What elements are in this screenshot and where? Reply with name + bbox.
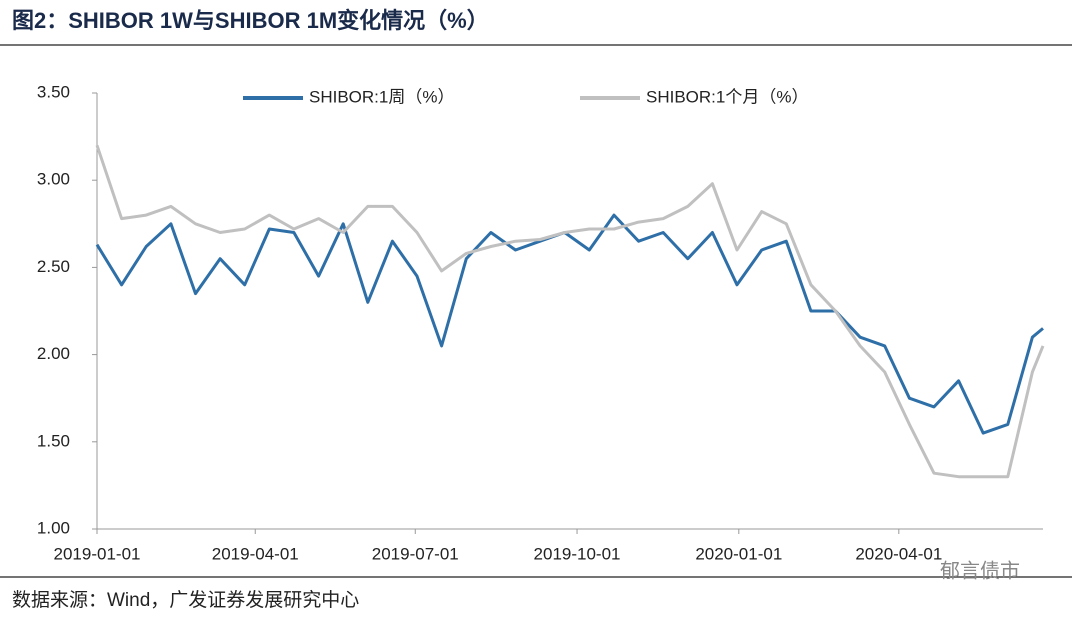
y-tick-label: 1.00 xyxy=(37,518,70,537)
legend-label: SHIBOR:1个月（%） xyxy=(646,87,808,106)
source: 数据来源：Wind，广发证券发展研究中心 xyxy=(12,589,359,611)
series-line xyxy=(95,144,1045,479)
y-tick-label: 2.00 xyxy=(37,344,70,363)
x-tick-label: 2019-04-01 xyxy=(212,544,299,563)
legend-label: SHIBOR:1周（%） xyxy=(309,87,454,106)
y-tick-label: 2.50 xyxy=(37,257,70,276)
x-tick-label: 2020-01-01 xyxy=(695,544,782,563)
y-tick-label: 3.00 xyxy=(37,170,70,189)
watermark: 郁言债市 xyxy=(940,559,1020,582)
series-line xyxy=(95,213,1044,435)
x-tick-label: 2019-07-01 xyxy=(372,544,459,563)
chart-title: 图2：SHIBOR 1W与SHIBOR 1M变化情况（%） xyxy=(12,8,489,33)
x-tick-label: 2019-01-01 xyxy=(54,544,141,563)
y-tick-label: 1.50 xyxy=(37,431,70,450)
x-tick-label: 2019-10-01 xyxy=(534,544,621,563)
y-tick-label: 3.50 xyxy=(37,82,70,101)
x-tick-label: 2020-04-01 xyxy=(855,544,942,563)
